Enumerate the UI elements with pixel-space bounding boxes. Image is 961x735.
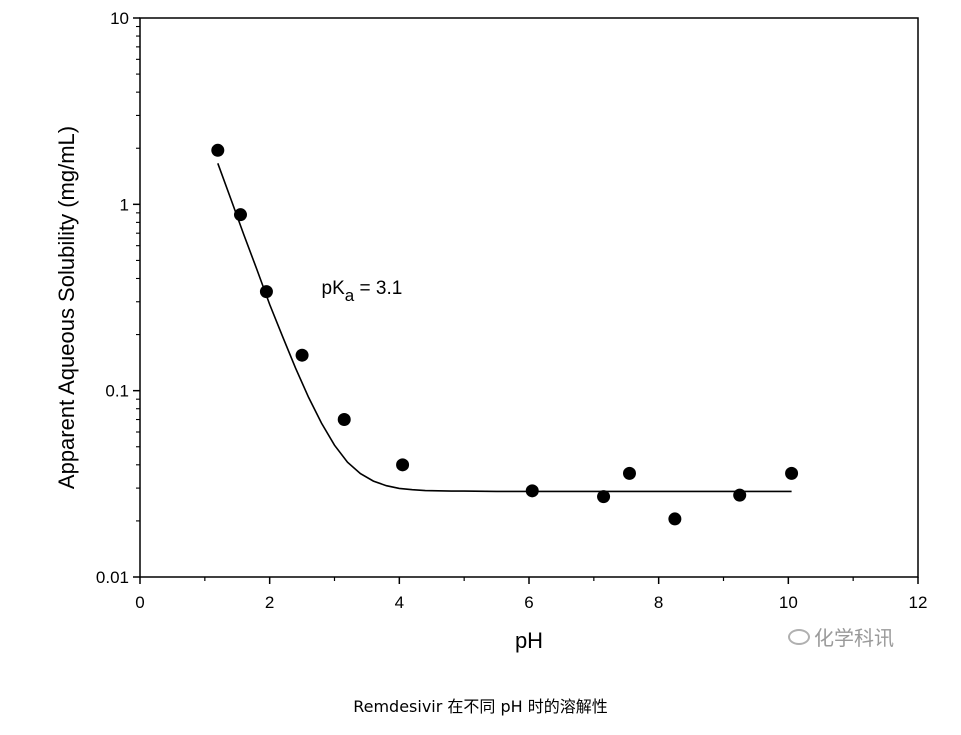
data-point xyxy=(211,143,225,157)
solubility-chart: 0 2 4 6 8 10 12 0.01 0.1 1 10 pKa = 3.1 pH Apparen… xyxy=(54,9,928,653)
data-point xyxy=(785,466,799,480)
fit-curve xyxy=(217,163,792,493)
watermark: 化学科讯 xyxy=(788,622,894,651)
x-tick-label: 8 xyxy=(654,593,663,612)
figure-caption: Remdesivir 在不同 pH 时的溶解性 xyxy=(353,697,608,716)
wechat-icon xyxy=(788,628,810,645)
x-tick-label: 0 xyxy=(135,593,144,612)
data-point xyxy=(233,208,247,222)
data-point xyxy=(668,512,682,526)
x-tick-label: 10 xyxy=(779,593,798,612)
data-point xyxy=(733,488,747,502)
y-tick-label: 1 xyxy=(120,195,129,214)
watermark-text: 化学科讯 xyxy=(814,626,894,650)
pka-subscript: a xyxy=(345,286,355,305)
y-tick-label: 0.01 xyxy=(96,568,129,587)
y-tick-label: 0.1 xyxy=(105,382,129,401)
y-tick-label: 10 xyxy=(110,9,129,28)
x-tick-label: 2 xyxy=(265,593,274,612)
pka-value: = 3.1 xyxy=(354,278,402,299)
x-tick-label: 4 xyxy=(395,593,404,612)
data-point xyxy=(622,466,636,480)
x-tick-label: 6 xyxy=(524,593,533,612)
data-point xyxy=(259,285,273,299)
data-point xyxy=(597,490,611,504)
data-point xyxy=(525,484,539,498)
x-tick-label: 12 xyxy=(909,593,928,612)
pka-text: pK xyxy=(322,278,346,299)
data-point xyxy=(295,348,309,362)
data-point xyxy=(337,413,351,427)
data-point xyxy=(396,458,410,472)
plot-area: 0 2 4 6 8 10 12 0.01 0.1 1 10 xyxy=(96,9,928,612)
pka-annotation: pKa = 3.1 xyxy=(322,278,403,305)
x-axis-label: pH xyxy=(515,628,543,653)
y-axis-label: Apparent Aqueous Solubility (mg/mL) xyxy=(54,126,79,489)
